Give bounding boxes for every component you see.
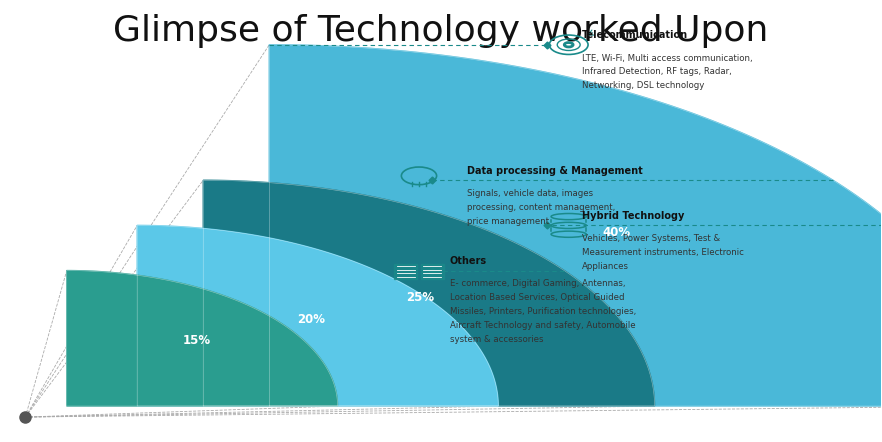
Polygon shape — [203, 180, 654, 406]
Text: 40%: 40% — [602, 226, 631, 239]
Text: 20%: 20% — [297, 312, 325, 326]
Text: 25%: 25% — [407, 291, 434, 304]
Text: Vehicles, Power Systems, Test &
Measurement instruments, Electronic
Appliances: Vehicles, Power Systems, Test & Measurem… — [582, 234, 744, 271]
Text: Hybrid Technology: Hybrid Technology — [582, 211, 684, 221]
Polygon shape — [394, 264, 417, 279]
Text: Glimpse of Technology worked Upon: Glimpse of Technology worked Upon — [113, 14, 769, 48]
Text: 15%: 15% — [183, 335, 211, 347]
Text: Telecommunication: Telecommunication — [582, 30, 688, 40]
Text: LTE, Wi-Fi, Multi access communication,
Infrared Detection, RF tags, Radar,
Netw: LTE, Wi-Fi, Multi access communication, … — [582, 53, 752, 90]
Text: Data processing & Management: Data processing & Management — [467, 166, 643, 176]
Text: Signals, vehicle data, images
processing, content management,
price management: Signals, vehicle data, images processing… — [467, 189, 616, 226]
Polygon shape — [421, 264, 444, 279]
Text: Others: Others — [450, 256, 487, 266]
Polygon shape — [138, 225, 498, 406]
Polygon shape — [269, 45, 882, 406]
Polygon shape — [67, 271, 338, 406]
Text: E- commerce, Digital Gaming, Antennas,
Location Based Services, Optical Guided
M: E- commerce, Digital Gaming, Antennas, L… — [450, 279, 636, 344]
